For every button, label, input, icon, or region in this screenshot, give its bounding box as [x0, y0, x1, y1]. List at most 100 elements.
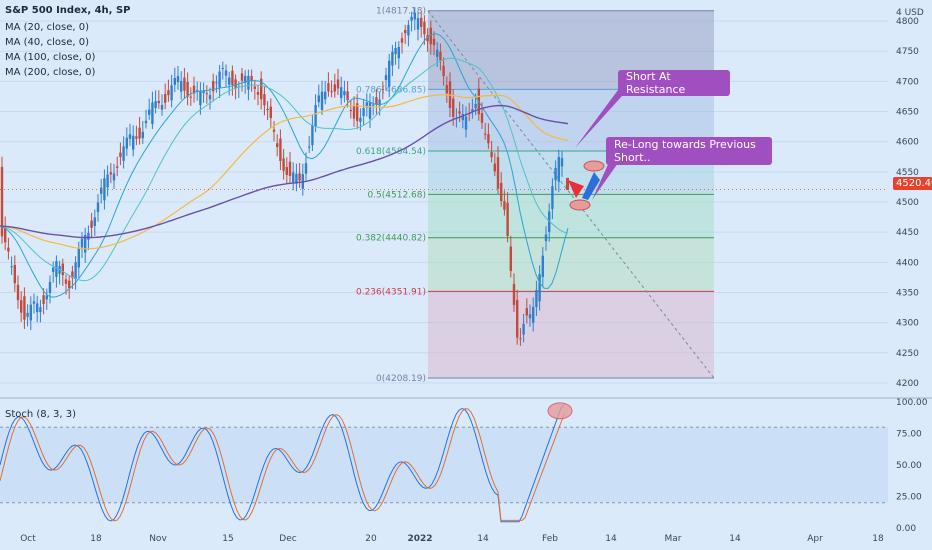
candle-body: [458, 111, 461, 114]
candle-body: [23, 296, 26, 320]
candle-body: [112, 173, 116, 181]
candle-body: [71, 271, 74, 279]
candle-body: [295, 173, 298, 184]
candle-body: [272, 129, 276, 132]
x-tick-label: Apr: [807, 534, 823, 544]
candle-body: [493, 163, 496, 172]
candle-body: [234, 79, 237, 89]
y-tick-label: 4 USD: [896, 8, 924, 18]
legend-ma20: MA (20, close, 0): [5, 22, 90, 33]
candle-body: [96, 202, 100, 213]
x-tick-label: 18: [872, 534, 884, 544]
candle-body: [189, 96, 192, 98]
candle-body: [413, 12, 416, 20]
candle-body: [77, 248, 80, 268]
stoch-overbought-marker: [547, 402, 573, 420]
candle-body: [42, 295, 45, 304]
candle-body: [167, 90, 170, 96]
candle-body: [391, 51, 394, 66]
candle-body: [464, 116, 468, 130]
fib-zone: [428, 194, 714, 238]
candle-body: [192, 85, 196, 94]
candle-body: [282, 158, 285, 171]
candle-body: [538, 274, 541, 302]
x-tick-label: 18: [90, 534, 102, 544]
candle-body: [122, 146, 125, 161]
x-tick-label: 2022: [407, 534, 432, 544]
candle-body: [528, 314, 532, 319]
candle-body: [186, 82, 189, 97]
callout-pointer: [575, 90, 622, 148]
candle-body: [343, 91, 346, 96]
candle-body: [256, 92, 260, 95]
candle-body: [317, 95, 320, 103]
callout-pointer: [592, 160, 618, 200]
candle-body: [544, 234, 548, 241]
candle-body: [340, 87, 343, 99]
candle-body: [87, 232, 90, 240]
x-tick-label: 14: [477, 534, 489, 544]
candle-body: [439, 51, 442, 61]
candle-body: [215, 82, 218, 84]
candle-body: [148, 109, 151, 115]
candle-body: [314, 104, 317, 127]
candle-body: [7, 247, 10, 252]
stoch-tick-label: 50.00: [896, 461, 922, 471]
candle-body: [368, 102, 372, 119]
candle-body: [170, 85, 173, 101]
candle-body: [32, 301, 36, 304]
candle-body: [365, 102, 368, 108]
up-arrow: [582, 172, 600, 200]
candle-body: [292, 172, 295, 183]
candle-body: [346, 91, 349, 101]
fib-level-label: 0.786(4686.85): [356, 85, 426, 95]
stoch-tick-label: 75.00: [896, 430, 922, 440]
candle-body: [519, 338, 522, 340]
candle-body: [496, 157, 500, 189]
candle-body: [333, 84, 336, 92]
target-ellipse: [569, 199, 591, 211]
candle-body: [205, 93, 208, 95]
candle-body: [560, 158, 564, 167]
candle-body: [566, 177, 569, 190]
candle-body: [173, 77, 176, 85]
fib-level-label: 0.5(4512.68): [367, 190, 426, 200]
y-tick-label: 4550: [896, 168, 919, 178]
candle-body: [298, 173, 301, 181]
fib-level-label: 0.618(4584.54): [356, 147, 426, 157]
candle-body: [551, 186, 554, 210]
target-ellipse: [583, 160, 605, 172]
y-tick-label: 4450: [896, 228, 919, 238]
candle-body: [55, 261, 58, 277]
candle-body: [407, 24, 410, 36]
candle-body: [196, 90, 199, 92]
candle-body: [4, 226, 7, 243]
candle-body: [109, 172, 112, 175]
candle-body: [218, 71, 221, 88]
candle-body: [394, 47, 397, 55]
ma40-line: [0, 57, 569, 282]
x-tick-label: Mar: [665, 534, 682, 544]
down-arrow: [568, 180, 584, 198]
candle-body: [154, 101, 157, 109]
candle-body: [327, 83, 330, 92]
candle-body: [452, 98, 455, 117]
candle-body: [359, 117, 362, 122]
candle-body: [375, 97, 378, 105]
candle-body: [125, 137, 128, 149]
candle-body: [157, 100, 160, 104]
stoch-tick-label: 100.00: [896, 398, 928, 408]
legend-ma40: MA (40, close, 0): [5, 37, 90, 48]
candle-body: [100, 187, 103, 194]
candle-body: [384, 75, 388, 80]
stoch-k-line: [0, 404, 565, 523]
candle-body: [20, 300, 23, 313]
candle-body: [388, 60, 391, 87]
candle-body: [436, 49, 439, 57]
y-tick-label: 4800: [896, 17, 919, 27]
y-tick-label: 4400: [896, 258, 919, 268]
candle-body: [500, 182, 503, 201]
x-tick-label: Feb: [542, 534, 558, 544]
candle-body: [471, 109, 474, 112]
candle-body: [541, 255, 544, 277]
